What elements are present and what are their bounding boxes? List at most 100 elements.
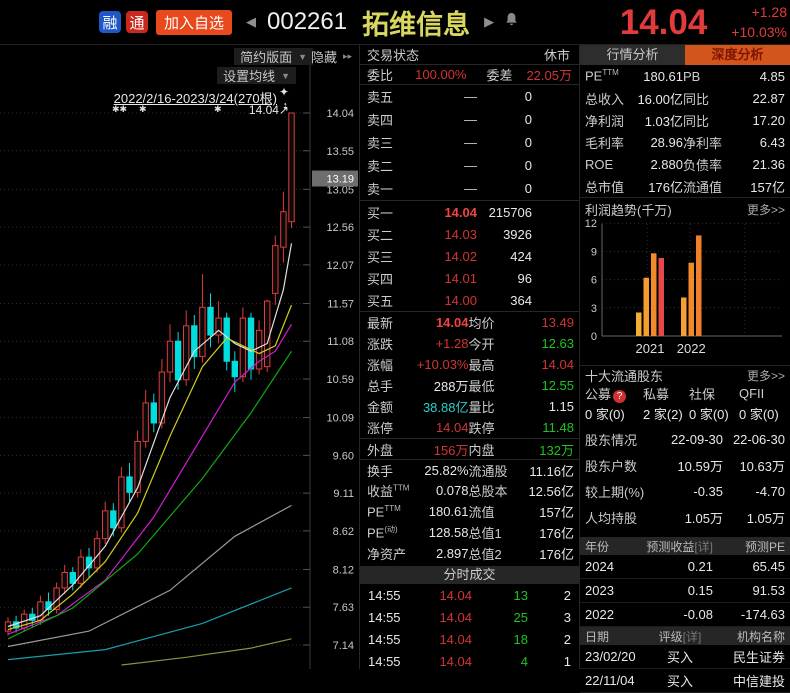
stat-row: 金额 38.88亿 量比 1.15 xyxy=(360,396,579,417)
forecast-year: 2022 xyxy=(585,607,614,622)
metric-value: 28.96 xyxy=(650,134,683,150)
holder-value: 1.05万 xyxy=(746,510,785,526)
ma-settings-dropdown[interactable]: 设置均线 ▼ xyxy=(217,67,296,84)
price-change-block: +1.28 +10.03% xyxy=(731,2,787,43)
stat-label-sup: TTM xyxy=(393,483,410,493)
weicha-label: 委差 xyxy=(486,68,513,83)
holder-value: 10.63万 xyxy=(739,458,785,474)
ask-volume: 0 xyxy=(524,89,532,104)
alert-bell-icon[interactable] xyxy=(505,12,518,32)
tab-depth-analysis[interactable]: 深度分析 xyxy=(685,45,790,65)
forecast-year-header: 年份 xyxy=(585,539,610,554)
bid-row[interactable]: 买四 14.01 96 xyxy=(360,267,579,289)
tick-volume: 4 xyxy=(520,653,528,669)
ask-price: — xyxy=(464,181,477,196)
stat-label: 涨跌 xyxy=(367,337,394,352)
detail-link[interactable]: [详] xyxy=(682,629,702,644)
detail-link[interactable]: [详] xyxy=(694,539,713,554)
metric-label-sup: TTM xyxy=(602,68,619,78)
bid-levels: 买一 14.04 215706 买二 14.03 3926 买三 14.02 424 买四 14.0… xyxy=(360,200,579,312)
metric-label: 毛利率 xyxy=(585,135,625,151)
ask-row[interactable]: 卖一 — 0 xyxy=(360,177,579,200)
bid-row[interactable]: 买一 14.04 215706 xyxy=(360,201,579,223)
event-marker-icon: ✱✱ xyxy=(112,104,128,114)
stat-row: 涨停 14.04 跌停 11.48 xyxy=(360,417,579,438)
fund-type: 社保 xyxy=(689,384,739,403)
candlestick-chart[interactable]: 14.04 13.55 13.05 12.56 12.07 11.57 11.08 10.59… xyxy=(0,45,360,669)
metric-value: 180.61 xyxy=(643,68,683,84)
help-icon[interactable]: ? xyxy=(613,390,627,403)
commission-ratio-row: 委比 100.00% 委差 22.05万 xyxy=(360,65,579,85)
add-watchlist-button[interactable]: 加入自选 xyxy=(156,9,233,35)
svg-text:2021: 2021 xyxy=(636,341,665,356)
svg-text:11.57: 11.57 xyxy=(327,298,354,310)
event-marker-icon: ✱ xyxy=(139,104,147,114)
ma-settings-label: 设置均线 xyxy=(223,69,276,84)
svg-text:9: 9 xyxy=(591,246,597,258)
stat-row: 净资产 2.897 总值2 176亿 xyxy=(360,543,579,564)
fund-count: 2 家(2) xyxy=(643,406,683,422)
rating-grade: 买入 xyxy=(666,650,693,665)
holder-row: 股东情况 22-09-30 22-06-30 xyxy=(580,426,790,452)
profit-trend-title: 利润趋势(千万) xyxy=(585,202,672,218)
ask-row[interactable]: 卖二 — 0 xyxy=(360,154,579,177)
metric-value: 2.880 xyxy=(650,156,683,172)
weicha-value: 22.05万 xyxy=(526,68,572,83)
tick-count: 2 xyxy=(563,631,571,647)
stat-label: 最低 xyxy=(468,379,495,394)
weibi-value: 100.00% xyxy=(415,67,467,82)
stat-value: 288万 xyxy=(433,379,469,394)
ratings-org-header: 机构名称 xyxy=(736,629,785,644)
holder-info-rows: 股东情况 22-09-30 22-06-30 股东户数 10.59万 10.63万 较上期(… xyxy=(580,426,790,530)
profit-trend-header: 利润趋势(千万) 更多>> xyxy=(580,200,790,218)
date-range-link[interactable]: 2022/2/16-2023/3/24(270根) xyxy=(113,91,277,106)
kline-chart-panel: 14.04 13.55 13.05 12.56 12.07 11.57 11.08 10.59… xyxy=(0,45,360,669)
margin-badge: 融 xyxy=(99,11,121,33)
svg-text:11.08: 11.08 xyxy=(327,336,354,348)
weibi-label: 委比 xyxy=(367,68,394,83)
metric-label: 净利润 xyxy=(585,113,625,129)
stat-value: 128.58 xyxy=(428,525,469,540)
ask-row[interactable]: 卖三 — 0 xyxy=(360,131,579,154)
profit-trend-more-link[interactable]: 更多>> xyxy=(746,202,785,217)
bid-row[interactable]: 买二 14.03 3926 xyxy=(360,223,579,245)
holder-label: 股东情况 xyxy=(585,432,638,448)
tab-quote-analysis[interactable]: 行情分析 xyxy=(580,45,685,65)
fund-count: 0 家(0) xyxy=(689,406,729,422)
simple-layout-dropdown[interactable]: 简约版面 ▼ xyxy=(234,48,313,65)
holder-value: -0.35 xyxy=(693,483,723,499)
next-stock-icon[interactable]: ▶ xyxy=(484,14,495,29)
stat-label: 总值1 xyxy=(468,526,502,541)
bid-row[interactable]: 买五 14.00 364 xyxy=(360,289,579,311)
forecast-row: 2023 0.15 91.53 xyxy=(580,579,790,603)
ask-row[interactable]: 卖四 — 0 xyxy=(360,108,579,131)
tick-row: 14:55 14.04 18 2 xyxy=(360,628,579,650)
bid-volume: 96 xyxy=(517,270,532,286)
metric-label: ROE xyxy=(585,156,614,172)
ask-label: 卖五 xyxy=(367,90,394,105)
fund-type-label: 私募 xyxy=(643,387,670,402)
svg-text:7.63: 7.63 xyxy=(333,602,354,614)
prev-stock-icon[interactable]: ◀ xyxy=(246,14,257,29)
ask-price: — xyxy=(464,135,477,150)
tick-time: 14:55 xyxy=(368,587,401,603)
bid-label: 买三 xyxy=(367,249,394,265)
tick-count: 3 xyxy=(563,609,571,625)
holder-row: 人均持股 1.05万 1.05万 xyxy=(580,504,790,530)
hide-panel-button[interactable]: 隐藏 ▸▸ xyxy=(305,48,358,65)
top-holders-more-link[interactable]: 更多>> xyxy=(746,368,785,383)
metric-row: 毛利率 28.96 净利率 6.43 xyxy=(580,131,790,153)
stat-value: +10.03% xyxy=(416,357,469,372)
ask-row[interactable]: 卖五 — 0 xyxy=(360,85,579,108)
tick-row: 14:55 14.04 13 2 xyxy=(360,584,579,606)
tick-time: 14:55 xyxy=(368,609,401,625)
trade-status-row: 交易状态 休市 xyxy=(360,45,579,65)
stat-label: 最高 xyxy=(468,358,495,373)
metric-label: PETTM xyxy=(585,68,619,84)
bid-price: 14.01 xyxy=(444,270,477,286)
bid-row[interactable]: 买三 14.02 424 xyxy=(360,245,579,267)
stock-name: 拓维信息 xyxy=(362,9,471,40)
stat-label: 涨停 xyxy=(367,421,394,436)
svg-text:10.09: 10.09 xyxy=(326,413,354,425)
stat-value: 176亿 xyxy=(539,547,574,562)
